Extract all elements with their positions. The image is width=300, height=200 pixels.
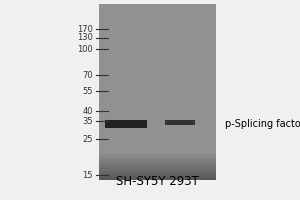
Bar — [99, 89, 216, 92]
Bar — [99, 39, 216, 42]
Bar — [99, 121, 216, 124]
Bar — [99, 124, 216, 127]
Bar — [99, 174, 216, 177]
Bar — [99, 165, 216, 168]
Bar — [99, 7, 216, 10]
Bar — [99, 141, 216, 145]
Bar — [99, 171, 216, 174]
Bar — [99, 100, 216, 104]
Bar — [99, 4, 216, 7]
Bar — [99, 144, 216, 148]
Text: 70: 70 — [82, 71, 93, 79]
Bar — [99, 53, 216, 57]
Text: 15: 15 — [82, 170, 93, 180]
Bar — [99, 15, 216, 19]
Bar — [99, 109, 216, 113]
Bar — [99, 177, 216, 180]
Bar — [99, 48, 216, 51]
Bar — [99, 153, 216, 157]
Bar — [99, 130, 216, 133]
Bar — [165, 120, 195, 125]
Bar — [99, 95, 216, 98]
Text: 35: 35 — [82, 116, 93, 126]
Text: 25: 25 — [82, 134, 93, 144]
Bar — [99, 68, 216, 71]
Bar — [99, 9, 216, 13]
Bar — [99, 33, 216, 36]
Bar — [99, 36, 216, 39]
Bar — [99, 59, 216, 63]
Bar — [99, 65, 216, 69]
Bar — [99, 97, 216, 101]
Bar — [99, 71, 216, 74]
Bar — [99, 92, 216, 95]
Bar — [99, 45, 216, 48]
Bar — [99, 147, 216, 151]
Bar — [99, 27, 216, 30]
Bar — [99, 74, 216, 77]
Bar — [99, 42, 216, 45]
Bar — [99, 103, 216, 107]
Bar — [99, 118, 216, 121]
Bar — [99, 162, 216, 165]
Bar — [99, 133, 216, 136]
Bar — [99, 112, 216, 115]
Text: 170: 170 — [77, 24, 93, 33]
Bar — [99, 24, 216, 27]
Bar — [99, 56, 216, 60]
Text: SH-SY5Y 293T: SH-SY5Y 293T — [116, 175, 199, 188]
Bar — [99, 150, 216, 154]
Bar — [99, 168, 216, 171]
Bar — [99, 139, 216, 142]
Bar — [99, 115, 216, 118]
Bar — [99, 77, 216, 80]
Bar — [99, 83, 216, 86]
Bar — [99, 21, 216, 25]
Bar — [99, 159, 216, 162]
Text: p-Splicing factor 1 (S82): p-Splicing factor 1 (S82) — [225, 119, 300, 129]
Bar — [99, 51, 216, 54]
Bar — [99, 86, 216, 89]
Bar — [99, 18, 216, 22]
Bar — [105, 120, 147, 128]
Bar — [99, 12, 216, 16]
Bar — [99, 156, 216, 159]
Bar — [99, 136, 216, 139]
Bar — [99, 62, 216, 66]
Text: 130: 130 — [77, 33, 93, 43]
Bar — [99, 127, 216, 130]
Bar — [99, 80, 216, 83]
Text: 100: 100 — [77, 45, 93, 53]
Bar — [99, 30, 216, 33]
Text: 40: 40 — [82, 107, 93, 116]
Text: 55: 55 — [82, 87, 93, 96]
Bar — [99, 106, 216, 110]
